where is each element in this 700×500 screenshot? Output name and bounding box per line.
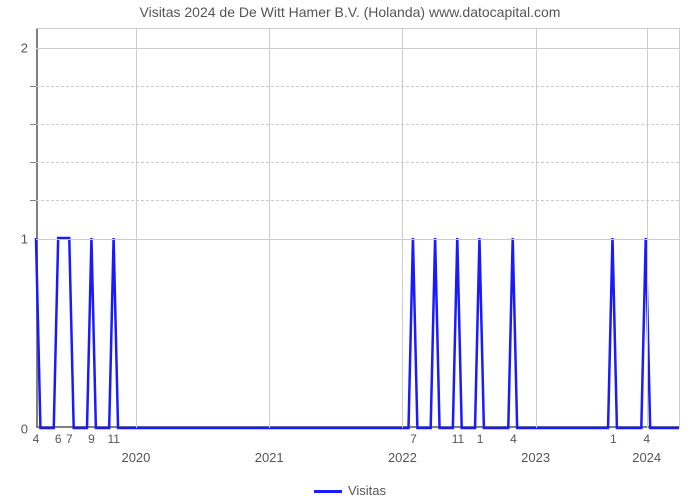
legend: Visitas	[0, 483, 700, 498]
y-tick-label: 1	[21, 231, 36, 246]
v-gridline	[136, 29, 137, 428]
v-gridline	[647, 29, 648, 428]
x-tick-year: 2020	[121, 428, 150, 465]
x-tick-month: 11	[452, 428, 464, 446]
h-minor-gridline	[36, 86, 679, 88]
x-tick-year: 2022	[388, 428, 417, 465]
legend-label: Visitas	[348, 483, 386, 498]
x-tick-month: 4	[33, 428, 40, 446]
x-tick-year: 2021	[255, 428, 284, 465]
v-gridline	[402, 29, 403, 428]
h-minor-gridline	[36, 200, 679, 202]
legend-swatch	[314, 490, 342, 493]
line-series	[36, 29, 679, 428]
h-gridline	[36, 239, 679, 240]
x-tick-month: 7	[66, 428, 73, 446]
chart-title: Visitas 2024 de De Witt Hamer B.V. (Hola…	[0, 4, 700, 20]
plot-area: 120467911711141420202021202220232024	[36, 28, 680, 428]
h-minor-gridline	[36, 124, 679, 126]
x-tick-month: 6	[55, 428, 62, 446]
chart-container: Visitas 2024 de De Witt Hamer B.V. (Hola…	[0, 0, 700, 500]
x-tick-month: 1	[477, 428, 484, 446]
v-gridline	[536, 29, 537, 428]
h-gridline	[36, 48, 679, 49]
x-tick-month: 11	[107, 428, 119, 446]
x-tick-year: 2024	[632, 428, 661, 465]
v-gridline	[269, 29, 270, 428]
x-tick-year: 2023	[521, 428, 550, 465]
x-tick-month: 4	[510, 428, 517, 446]
x-tick-month: 1	[610, 428, 617, 446]
x-tick-month: 9	[88, 428, 95, 446]
y-tick-label: 2	[21, 41, 36, 56]
h-minor-gridline	[36, 162, 679, 164]
